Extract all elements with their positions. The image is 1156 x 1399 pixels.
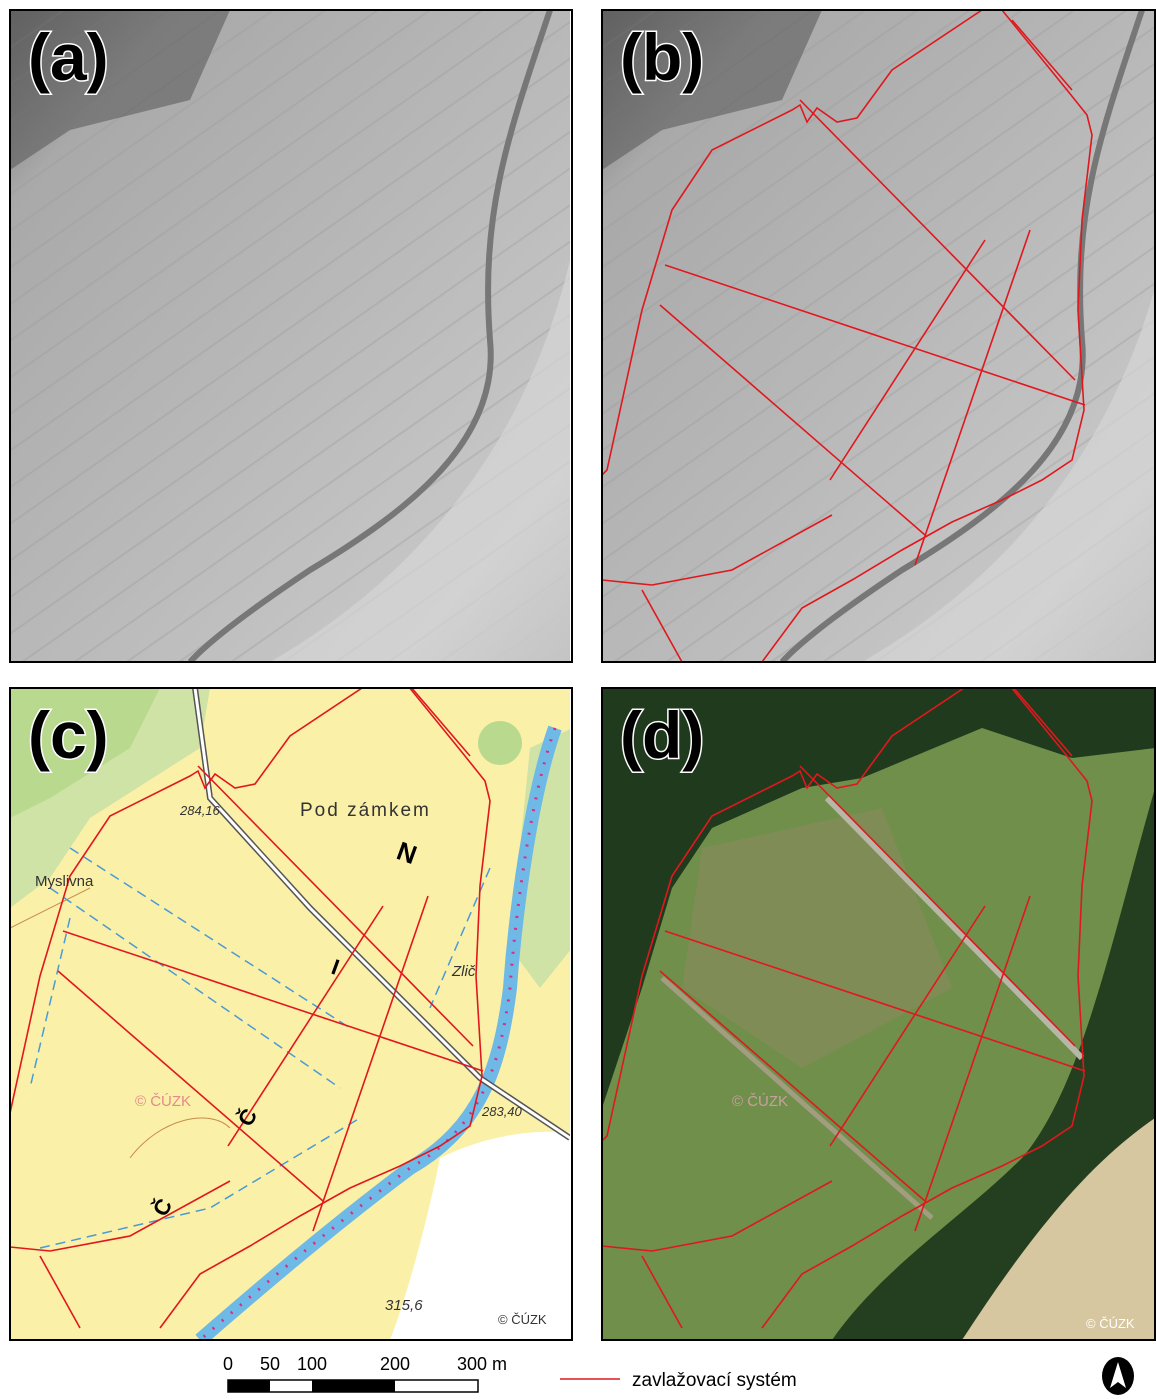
legend: zavlažovací systém xyxy=(560,1357,1134,1395)
map-label: Zlič xyxy=(451,963,476,980)
scale-bar: 0 50 100 200 300 m xyxy=(223,1354,507,1392)
legend-label: zavlažovací systém xyxy=(632,1370,797,1391)
scale-label: 50 xyxy=(260,1354,280,1374)
map-label: 283,40 xyxy=(481,1104,523,1119)
map-label: © ČÚZK xyxy=(135,1093,191,1110)
scale-label: 0 xyxy=(223,1354,233,1374)
scale-label: 300 m xyxy=(457,1354,507,1374)
panel-label: (d) xyxy=(620,698,704,772)
panel-c: Pod zámkem Myslivna 284,16 283,40 Zlič 3… xyxy=(0,676,572,1340)
map-label: © ČÚZK xyxy=(498,1312,547,1327)
panel-a: (a) xyxy=(10,10,572,662)
scale-label: 200 xyxy=(380,1354,410,1374)
map-label: Myslivna xyxy=(35,873,94,890)
map-label: © ČÚZK xyxy=(1086,1316,1135,1331)
map-label: 284,16 xyxy=(179,803,221,818)
map-label: 315,6 xyxy=(385,1297,423,1314)
panel-label: (a) xyxy=(28,20,109,94)
panel-d: © ČÚZK © ČÚZK (d) xyxy=(597,676,1155,1340)
panel-b: (b) xyxy=(597,10,1156,662)
scale-label: 100 xyxy=(297,1354,327,1374)
map-label: © ČÚZK xyxy=(732,1093,788,1110)
panel-label: (c) xyxy=(28,698,109,772)
panel-label: (b) xyxy=(620,20,704,94)
figure: (a) (b) Pod zámkem Myslivna 284,16 283,4… xyxy=(0,0,1156,1399)
map-label: Pod zámkem xyxy=(300,800,431,821)
